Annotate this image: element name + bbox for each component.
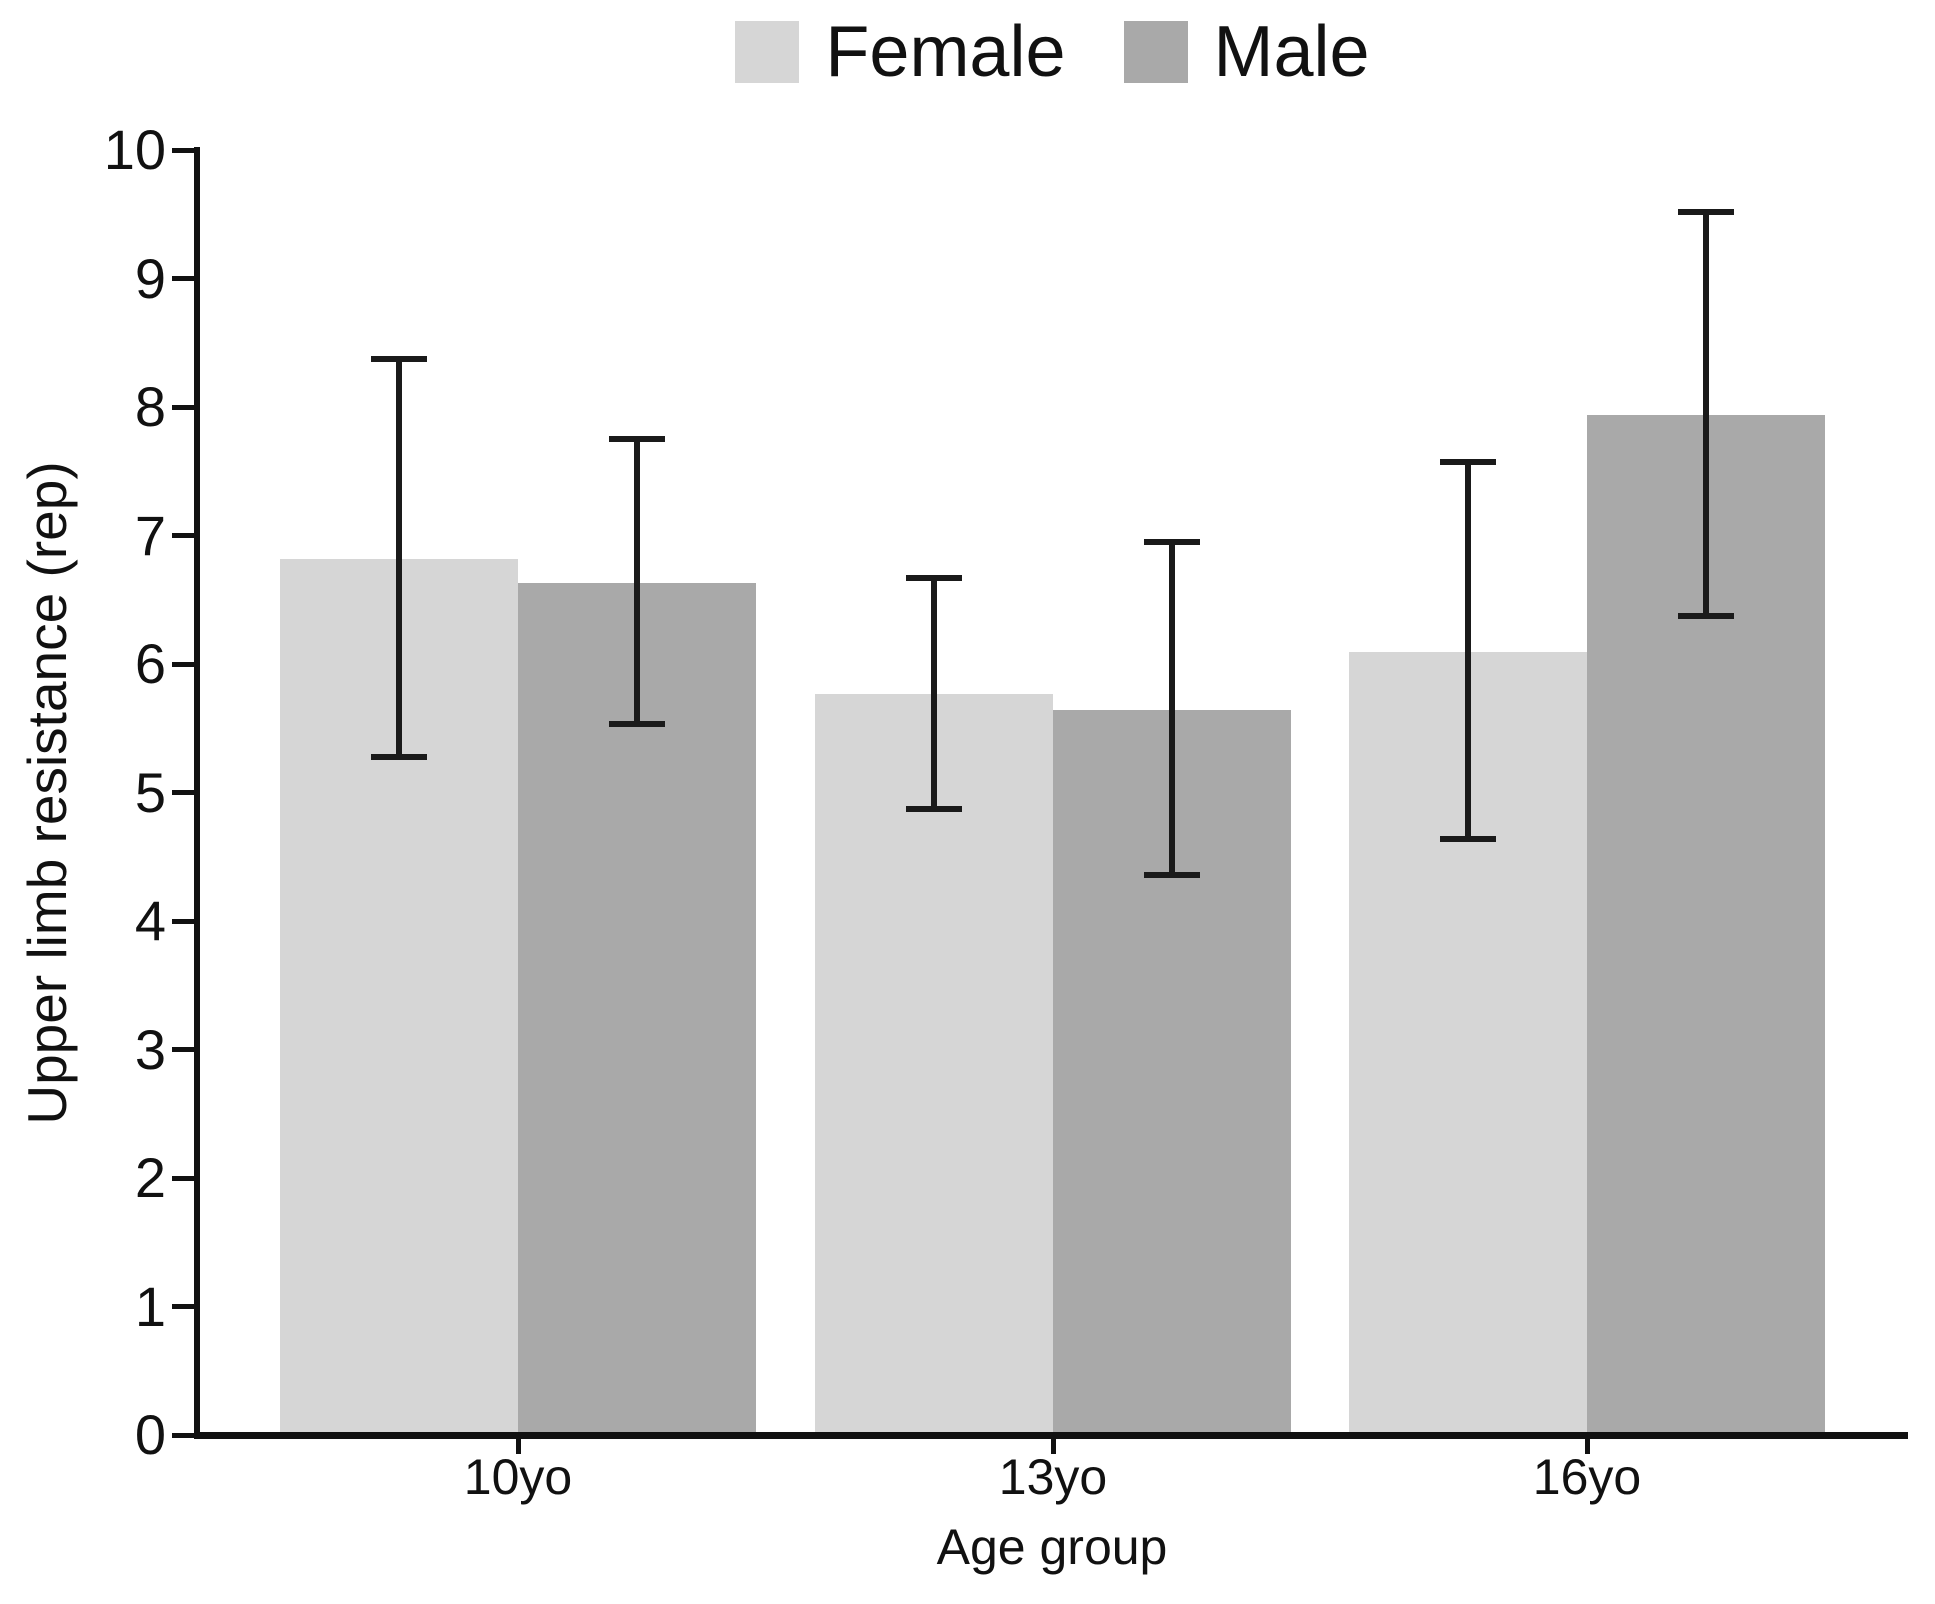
y-tick-label-2: 2 [134,1146,166,1209]
bar-female-13yo [815,693,1053,1435]
x-axis-line [194,1432,1908,1439]
error-bar-female-10yo-cap-bottom [371,753,427,760]
x-axis-tick-13yo [1050,1439,1056,1454]
error-bar-male-13yo-cap-top [1144,538,1200,545]
y-tick-label-1: 1 [134,1274,166,1338]
error-bar-female-10yo-cap-top [371,356,427,363]
y-axis-line [194,147,200,1439]
y-axis-tick-9 [172,276,194,281]
error-bar-male-13yo-line [1169,541,1175,875]
y-axis-tick-0 [172,1432,194,1438]
y-tick-label-8: 8 [134,375,166,438]
y-axis-tick-5 [172,790,194,795]
error-bar-male-10yo-line [634,439,640,725]
error-bar-male-16yo-cap-top [1678,208,1734,215]
y-tick-label-7: 7 [134,503,166,567]
y-tick-label-6: 6 [134,632,166,695]
legend-label-male: Male [1213,12,1370,92]
y-axis-tick-8 [172,404,194,410]
x-tick-label-13yo: 13yo [998,1449,1108,1505]
error-bar-female-16yo-line [1465,462,1471,839]
y-tick-label-4: 4 [134,889,166,952]
x-axis-tick-16yo [1584,1439,1590,1454]
x-axis-title: Age group [936,1519,1168,1575]
y-tick-label-10: 10 [103,118,166,181]
error-bar-female-10yo-line [396,359,402,757]
x-axis-tick-10yo [515,1439,521,1454]
error-bar-female-13yo-cap-top [906,574,962,581]
legend-label-female: Female [825,12,1066,92]
y-tick-label-0: 0 [134,1403,166,1466]
y-axis-tick-3 [172,1047,194,1052]
error-bar-male-13yo-cap-bottom [1144,871,1200,878]
y-axis-tick-1 [172,1304,194,1309]
legend-swatch-male [1123,21,1188,83]
y-tick-label-9: 9 [134,246,166,310]
error-bar-male-16yo-cap-bottom [1678,613,1734,620]
y-axis-tick-2 [172,1175,194,1181]
chart-legend: Female Male [197,12,1908,92]
y-axis-tick-7 [172,533,194,538]
legend-item-male: Male [1123,12,1370,92]
y-tick-label-3: 3 [134,1017,166,1081]
error-bar-male-10yo-cap-bottom [609,721,665,728]
error-bar-female-16yo-cap-top [1440,459,1496,466]
error-bar-female-16yo-cap-bottom [1440,835,1496,842]
error-bar-female-13yo-line [931,577,937,810]
legend-item-female: Female [735,12,1066,92]
error-bar-male-10yo-cap-top [609,436,665,443]
y-axis-tick-10 [172,147,194,153]
legend-swatch-female [735,21,800,83]
y-tick-label-5: 5 [134,760,166,824]
x-tick-label-16yo: 16yo [1532,1449,1642,1505]
y-axis-tick-6 [172,661,194,667]
error-bar-female-13yo-cap-bottom [906,806,962,813]
y-axis-tick-4 [172,918,194,924]
error-bar-male-16yo-line [1703,211,1709,617]
x-tick-label-10yo: 10yo [463,1449,573,1505]
